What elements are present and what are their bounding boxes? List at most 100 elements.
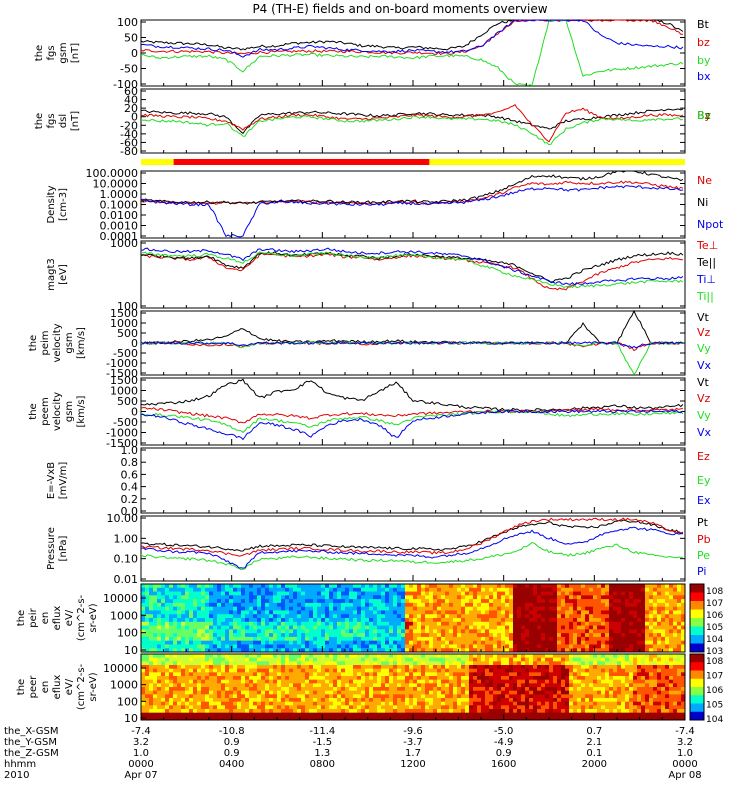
- heatmap-cell: [393, 672, 397, 676]
- heatmap-cell: [537, 607, 541, 611]
- heatmap-cell: [317, 654, 321, 658]
- heatmap-cell: [425, 584, 429, 588]
- heatmap-cell: [337, 641, 341, 645]
- heatmap-cell: [373, 644, 377, 648]
- heatmap-cell: [365, 584, 369, 588]
- heatmap-cell: [525, 595, 529, 599]
- heatmap-cell: [317, 683, 321, 687]
- heatmap-cell: [213, 614, 217, 618]
- legend-label-Ne: Ne: [697, 174, 712, 187]
- heatmap-cell: [273, 626, 277, 630]
- heatmap-cell: [277, 658, 281, 662]
- heatmap-cell: [417, 618, 421, 622]
- heatmap-cell: [593, 618, 597, 622]
- heatmap-cell: [645, 607, 649, 611]
- heatmap-cell: [461, 669, 465, 673]
- heatmap-cell: [537, 637, 541, 641]
- y-axis-label-line: [km/s]: [76, 395, 87, 427]
- heatmap-cell: [309, 672, 313, 676]
- heatmap-cell: [505, 614, 509, 618]
- heatmap-cell: [289, 702, 293, 706]
- heatmap-cell: [429, 629, 433, 633]
- heatmap-cell: [501, 669, 505, 673]
- heatmap-cell: [657, 614, 661, 618]
- heatmap-cell: [609, 622, 613, 626]
- heatmap-cell: [181, 661, 185, 665]
- heatmap-cell: [297, 607, 301, 611]
- heatmap-cell: [229, 607, 233, 611]
- heatmap-cell: [289, 633, 293, 637]
- heatmap-cell: [237, 691, 241, 695]
- heatmap-cell: [521, 680, 525, 684]
- heatmap-cell: [309, 687, 313, 691]
- heatmap-cell: [373, 698, 377, 702]
- heatmap-cell: [229, 672, 233, 676]
- heatmap-cell: [465, 705, 469, 709]
- heatmap-cell: [261, 633, 265, 637]
- heatmap-cell: [369, 709, 373, 713]
- heatmap-cell: [649, 599, 653, 603]
- heatmap-cell: [557, 672, 561, 676]
- heatmap-cell: [357, 665, 361, 669]
- heatmap-cell: [313, 705, 317, 709]
- heatmap-cell: [637, 595, 641, 599]
- heatmap-cell: [525, 680, 529, 684]
- heatmap-cell: [417, 592, 421, 596]
- heatmap-cell: [365, 661, 369, 665]
- heatmap-cell: [337, 584, 341, 588]
- heatmap-cell: [653, 610, 657, 614]
- heatmap-cell: [253, 669, 257, 673]
- heatmap-cell: [453, 618, 457, 622]
- heatmap-cell: [425, 687, 429, 691]
- heatmap-cell: [245, 618, 249, 622]
- heatmap-cell: [261, 588, 265, 592]
- heatmap-cell: [365, 709, 369, 713]
- heatmap-cell: [197, 709, 201, 713]
- heatmap-cell: [317, 644, 321, 648]
- heatmap-cell: [477, 669, 481, 673]
- heatmap-cell: [149, 665, 153, 669]
- heatmap-cell: [457, 592, 461, 596]
- heatmap-cell: [501, 614, 505, 618]
- heatmap-cell: [581, 661, 585, 665]
- heatmap-cell: [177, 584, 181, 588]
- heatmap-cell: [309, 654, 313, 658]
- heatmap-cell: [353, 644, 357, 648]
- heatmap-cell: [241, 672, 245, 676]
- heatmap-cell: [553, 584, 557, 588]
- heatmap-cell: [585, 658, 589, 662]
- heatmap-cell: [193, 669, 197, 673]
- heatmap-cell: [341, 588, 345, 592]
- heatmap-cell: [165, 665, 169, 669]
- heatmap-cell: [453, 614, 457, 618]
- heatmap-cell: [309, 592, 313, 596]
- heatmap-cell: [301, 610, 305, 614]
- heatmap-cell: [473, 698, 477, 702]
- heatmap-cell: [325, 672, 329, 676]
- heatmap-cell: [625, 637, 629, 641]
- heatmap-cell: [569, 603, 573, 607]
- heatmap-cell: [265, 641, 269, 645]
- heatmap-cell: [633, 610, 637, 614]
- heatmap-cell: [197, 698, 201, 702]
- heatmap-cell: [413, 588, 417, 592]
- heatmap-cell: [441, 683, 445, 687]
- heatmap-cell: [589, 588, 593, 592]
- heatmap-cell: [321, 622, 325, 626]
- heatmap-cell: [597, 584, 601, 588]
- heatmap-cell: [521, 705, 525, 709]
- heatmap-cell: [285, 687, 289, 691]
- heatmap-cell: [413, 629, 417, 633]
- heatmap-cell: [313, 641, 317, 645]
- heatmap-cell: [453, 641, 457, 645]
- heatmap-cell: [561, 599, 565, 603]
- heatmap-cell: [341, 629, 345, 633]
- heatmap-cell: [357, 629, 361, 633]
- heatmap-cell: [473, 629, 477, 633]
- heatmap-cell: [209, 592, 213, 596]
- heatmap-cell: [309, 694, 313, 698]
- heatmap-cell: [533, 680, 537, 684]
- heatmap-cell: [505, 644, 509, 648]
- heatmap-cell: [437, 626, 441, 630]
